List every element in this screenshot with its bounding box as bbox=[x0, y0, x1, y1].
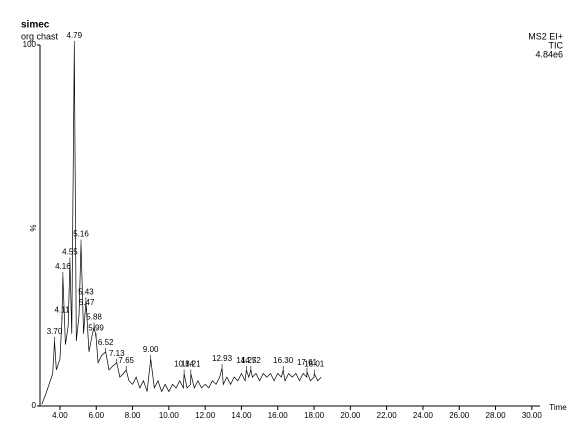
x-axis-label: Time bbox=[549, 403, 567, 412]
peak-label: 5.16 bbox=[73, 230, 89, 239]
x-tick-label: 10.00 bbox=[159, 411, 180, 420]
annotation: TIC bbox=[549, 40, 564, 50]
peak-label: 3.70 bbox=[47, 327, 63, 336]
peak-label: 4.11 bbox=[54, 305, 70, 314]
chart-subtitle: org chast bbox=[21, 31, 59, 41]
x-tick-label: 20.00 bbox=[340, 411, 361, 420]
peak-label: 4.16 bbox=[55, 262, 71, 271]
peak-label: 9.00 bbox=[143, 345, 159, 354]
x-tick-label: 16.00 bbox=[268, 411, 289, 420]
peak-label: 7.13 bbox=[109, 349, 125, 358]
peak-label: 10.84 bbox=[174, 360, 195, 369]
peak-label: 14.52 bbox=[241, 356, 262, 365]
x-tick-label: 8.00 bbox=[125, 411, 141, 420]
y-tick-label: 100 bbox=[23, 40, 37, 49]
y-axis-label: % bbox=[29, 224, 38, 231]
x-tick-label: 18.00 bbox=[304, 411, 325, 420]
x-tick-label: 22.00 bbox=[377, 411, 398, 420]
x-tick-label: 30.00 bbox=[522, 411, 543, 420]
x-tick-label: 6.00 bbox=[88, 411, 104, 420]
peak-label: 7.65 bbox=[118, 356, 134, 365]
peak-label: 4.79 bbox=[67, 31, 83, 40]
annotation: MS2 EI+ bbox=[528, 31, 563, 41]
peak-label: 6.52 bbox=[98, 338, 114, 347]
x-tick-label: 4.00 bbox=[52, 411, 68, 420]
peak-label: 14.27 bbox=[236, 356, 257, 365]
peak-label: 5.99 bbox=[88, 324, 104, 333]
x-tick-label: 12.00 bbox=[195, 411, 216, 420]
peak-label: 5.47 bbox=[79, 298, 95, 307]
y-tick-label: 0 bbox=[32, 401, 37, 410]
peak-label: 17.61 bbox=[297, 358, 318, 367]
trace-line bbox=[41, 44, 322, 405]
peak-label: 11.21 bbox=[181, 360, 201, 369]
peak-label: 5.88 bbox=[86, 313, 102, 322]
chart-title: simec bbox=[21, 20, 50, 31]
x-tick-label: 28.00 bbox=[486, 411, 507, 420]
peak-label: 4.55 bbox=[62, 248, 78, 257]
peak-label: 16.30 bbox=[273, 356, 294, 365]
x-tick-label: 26.00 bbox=[449, 411, 470, 420]
x-tick-label: 14.00 bbox=[231, 411, 252, 420]
annotation: 4.84e6 bbox=[535, 49, 563, 59]
peak-label: 18.01 bbox=[304, 360, 325, 369]
peak-label: 12.93 bbox=[212, 354, 233, 363]
x-tick-label: 24.00 bbox=[413, 411, 434, 420]
peak-label: 5.43 bbox=[78, 287, 94, 296]
